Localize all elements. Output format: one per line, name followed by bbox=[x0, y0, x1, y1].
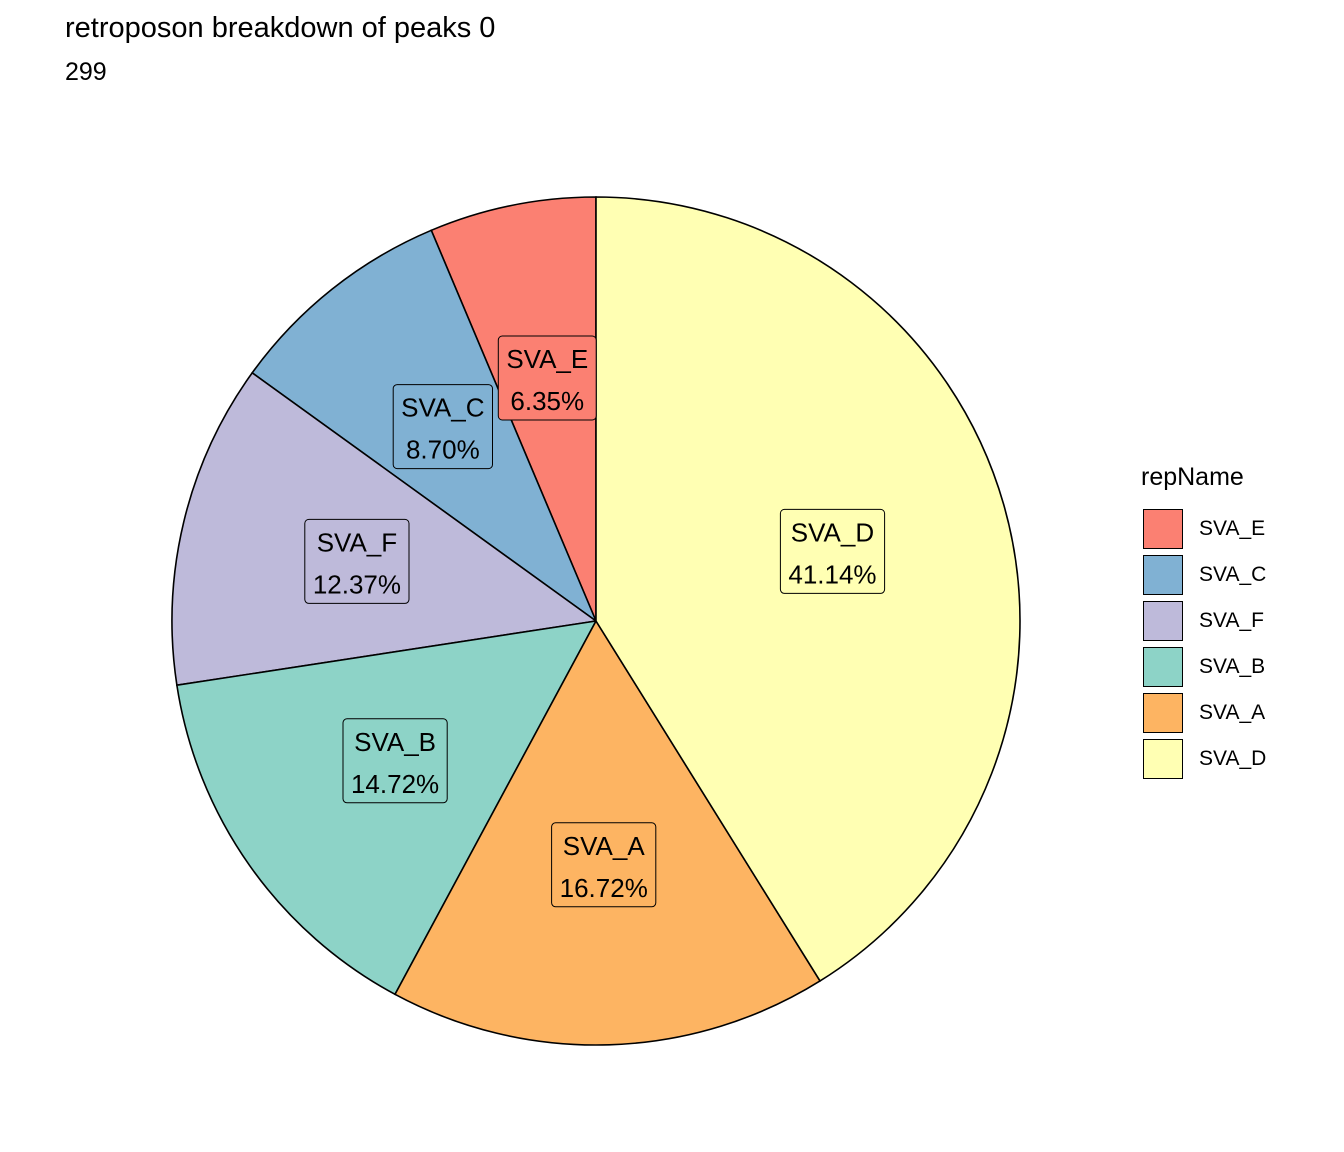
slice-percent-label: 6.35% bbox=[510, 386, 584, 416]
slice-name-label: SVA_B bbox=[354, 727, 436, 757]
pie-labels: SVA_E 6.35% SVA_C 8.70% SVA_F 12.37% SVA_B 14.7… bbox=[304, 335, 886, 908]
slice-percent-label: 8.70% bbox=[406, 435, 480, 465]
legend-item-sva-d: SVA_D bbox=[1141, 736, 1266, 782]
pie-slices bbox=[171, 196, 1021, 1046]
legend-items: SVA_E SVA_C SVA_F SVA_B SVA_A SVA_D bbox=[1141, 506, 1266, 782]
legend-swatch bbox=[1143, 601, 1183, 641]
slice-label-background bbox=[392, 384, 494, 470]
slice-percent-label: 12.37% bbox=[313, 569, 401, 599]
legend-item-sva-c: SVA_C bbox=[1141, 552, 1266, 598]
pie-slice-sva-b bbox=[175, 619, 598, 996]
slice-name-label: SVA_D bbox=[791, 517, 874, 547]
legend-item-sva-f: SVA_F bbox=[1141, 598, 1266, 644]
legend-swatch bbox=[1143, 693, 1183, 733]
slice-percent-label: 14.72% bbox=[351, 769, 439, 799]
slice-label-sva-e: SVA_E 6.35% bbox=[497, 335, 597, 421]
slice-label-background bbox=[779, 508, 886, 594]
legend-swatch bbox=[1143, 555, 1183, 595]
slice-name-label: SVA_E bbox=[506, 344, 588, 374]
slice-label-background bbox=[342, 718, 448, 804]
slice-label-sva-b: SVA_B 14.72% bbox=[342, 718, 448, 804]
legend: repName SVA_E SVA_C SVA_F SVA_B SVA_A SVA_D bbox=[1141, 462, 1266, 782]
legend-label: SVA_B bbox=[1199, 655, 1266, 678]
legend-item-sva-e: SVA_E bbox=[1141, 506, 1266, 552]
chart-subtitle: 299 bbox=[65, 58, 107, 86]
legend-item-sva-b: SVA_B bbox=[1141, 644, 1266, 690]
legend-swatch bbox=[1143, 647, 1183, 687]
legend-label: SVA_D bbox=[1199, 747, 1267, 770]
legend-swatch bbox=[1143, 739, 1183, 779]
slice-name-label: SVA_A bbox=[563, 831, 646, 861]
legend-item-sva-a: SVA_A bbox=[1141, 690, 1266, 736]
legend-title: repName bbox=[1141, 463, 1244, 491]
slice-percent-label: 41.14% bbox=[788, 559, 876, 589]
slice-label-sva-d: SVA_D 41.14% bbox=[779, 508, 886, 594]
legend-label: SVA_F bbox=[1199, 609, 1264, 632]
legend-swatch bbox=[1143, 509, 1183, 549]
slice-label-background bbox=[551, 822, 657, 908]
slice-label-sva-a: SVA_A 16.72% bbox=[551, 822, 657, 908]
legend-label: SVA_A bbox=[1199, 701, 1266, 724]
slice-label-background bbox=[304, 518, 410, 604]
legend-label: SVA_E bbox=[1199, 517, 1266, 540]
slice-name-label: SVA_C bbox=[401, 393, 484, 423]
slice-percent-label: 16.72% bbox=[560, 873, 648, 903]
slice-name-label: SVA_F bbox=[317, 527, 397, 557]
chart-title: retroposon breakdown of peaks 0 bbox=[65, 12, 496, 44]
legend-label: SVA_C bbox=[1199, 563, 1267, 586]
slice-label-sva-f: SVA_F 12.37% bbox=[304, 518, 410, 604]
slice-label-sva-c: SVA_C 8.70% bbox=[392, 384, 494, 470]
slice-label-background bbox=[497, 335, 597, 421]
